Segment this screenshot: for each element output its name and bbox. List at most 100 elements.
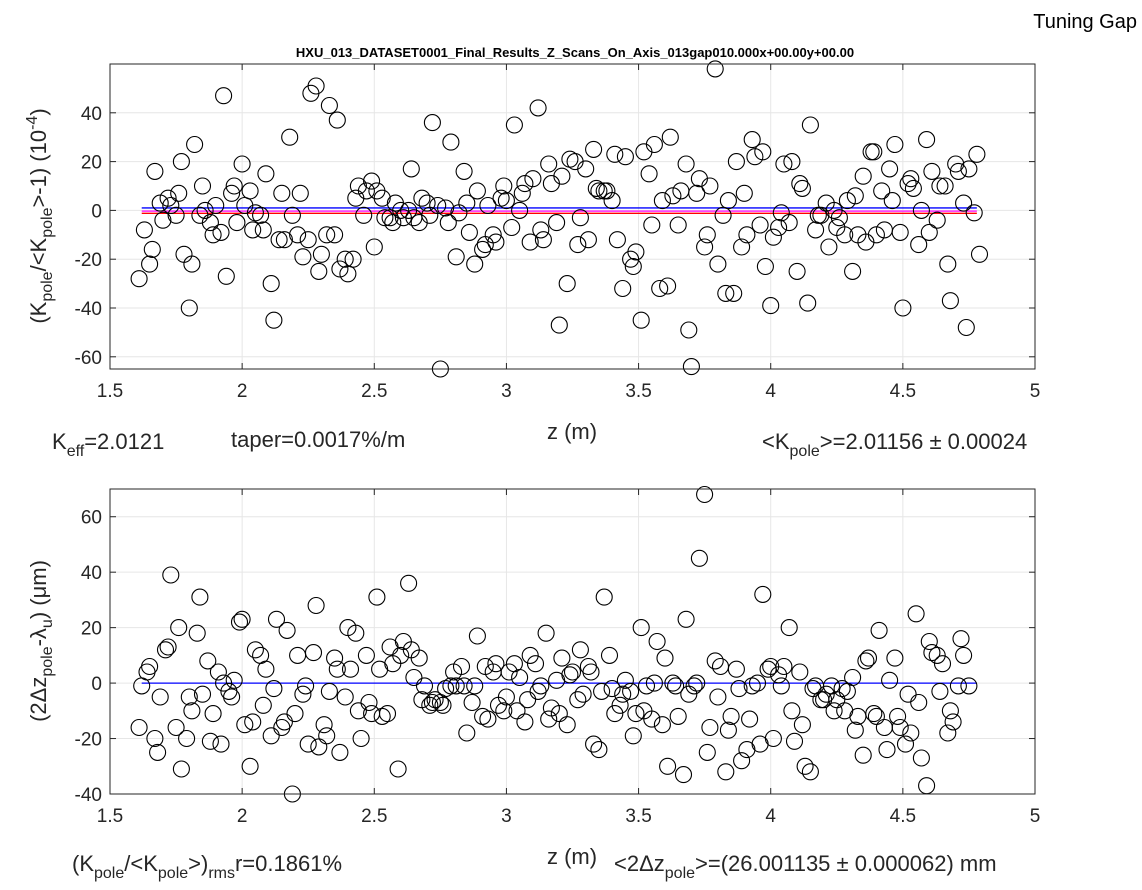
top-data-point — [270, 231, 288, 249]
bottom-x-tick-label: 3 — [501, 806, 512, 827]
bottom-data-point — [902, 724, 920, 742]
top-data-point — [183, 255, 201, 273]
top-data-point — [920, 223, 938, 241]
bottom-data-point — [519, 691, 537, 709]
top-data-point — [336, 250, 354, 268]
top-data-point — [196, 201, 214, 219]
top-ylabel-part-5: -4 — [24, 116, 41, 130]
bottom-data-point — [254, 696, 272, 714]
rms-sub-2: pole — [158, 865, 188, 882]
bottom-data-point — [141, 657, 159, 676]
top-data-point — [891, 223, 909, 241]
bottom-data-point — [775, 657, 793, 676]
bottom-data-point — [878, 741, 896, 759]
top-data-point — [553, 167, 571, 185]
top-data-point — [936, 177, 954, 195]
top-data-point — [186, 135, 204, 154]
bottom-data-point — [286, 705, 304, 723]
top-data-point — [529, 99, 547, 117]
top-data-point — [579, 231, 597, 249]
bottom-data-point — [468, 627, 486, 645]
bottom-data-point — [347, 624, 365, 642]
bottom-data-point — [867, 707, 885, 725]
bottom-data-point — [896, 735, 915, 753]
bottom-data-point — [733, 752, 751, 770]
top-data-point — [331, 260, 349, 278]
bottom-data-point — [191, 588, 209, 606]
top-data-point — [172, 153, 190, 171]
bottom-data-point — [257, 660, 275, 678]
bottom-data-point — [891, 718, 909, 737]
bottom-data-point — [415, 677, 434, 695]
top-data-point — [571, 209, 589, 227]
top-data-point — [931, 177, 949, 195]
top-data-point — [836, 226, 854, 244]
bottom-data-point — [685, 677, 703, 695]
keff-value: =2.0121 — [84, 429, 164, 454]
top-data-point — [725, 284, 743, 302]
top-data-point — [659, 277, 677, 295]
top-data-point — [402, 160, 420, 178]
bottom-data-point — [130, 718, 148, 737]
top-data-point — [312, 245, 330, 263]
top-data-point — [273, 184, 291, 202]
bottom-data-point — [352, 729, 370, 748]
top-data-point — [223, 184, 241, 202]
bottom-data-point — [170, 619, 188, 637]
top-data-point — [820, 238, 838, 256]
bottom-data-point — [719, 721, 737, 739]
bottom-data-point — [688, 674, 706, 692]
bottom-data-point — [696, 485, 714, 504]
top-data-point — [534, 231, 552, 249]
bottom-data-point — [151, 688, 169, 706]
top-ylabel-part-6: ) — [26, 108, 51, 115]
bottom-data-point — [881, 671, 899, 689]
bottom-data-point — [645, 674, 663, 692]
top-data-point — [548, 214, 566, 232]
bottom-data-point — [637, 677, 656, 695]
top-data-point — [201, 214, 219, 232]
top-data-point — [801, 116, 819, 134]
top-data-point — [606, 145, 624, 163]
top-data-point — [603, 192, 621, 210]
bottom-data-point — [495, 702, 513, 720]
bottom-data-point — [889, 707, 907, 725]
top-data-point — [318, 226, 336, 244]
bottom-data-point — [698, 743, 716, 761]
top-data-point — [344, 250, 362, 268]
bottom-data-point — [262, 727, 280, 745]
bottom-axes-box — [109, 488, 1036, 795]
top-data-point — [717, 284, 735, 302]
top-data-point — [614, 279, 632, 298]
bottom-data-point — [955, 646, 973, 664]
bottom-data-point — [783, 702, 801, 720]
bottom-data-point — [183, 702, 201, 720]
bottom-data-point — [318, 727, 336, 745]
kpole-value: >=2.01156 ± 0.00024 — [820, 429, 1027, 454]
bottom-data-point — [209, 663, 227, 681]
bottom-data-point — [595, 588, 613, 606]
top-data-point — [212, 223, 230, 241]
top-data-point — [326, 226, 344, 244]
top-data-point — [754, 143, 772, 161]
bottom-data-point — [674, 766, 693, 784]
bottom-data-point — [212, 735, 230, 753]
rms-part-1: (K — [72, 851, 94, 876]
bottom-data-point — [400, 574, 418, 592]
top-data-point — [439, 214, 457, 232]
top-data-point — [281, 128, 299, 146]
bottom-y-axis-label: (2Δzpole-λu) (μm) — [26, 560, 56, 722]
bottom-data-point — [770, 666, 788, 684]
bottom-data-point — [931, 682, 949, 700]
bottom-data-point — [667, 677, 685, 695]
top-data-point — [756, 257, 774, 276]
bottom-data-point — [201, 732, 219, 750]
rms-annotation: (Kpole/<Kpole>)rmsr=0.1861% — [72, 851, 342, 882]
top-data-point — [669, 216, 687, 234]
top-data-point — [167, 206, 185, 224]
top-y-tick-label: -40 — [75, 299, 102, 320]
top-data-point — [159, 189, 177, 207]
top-data-point — [886, 135, 904, 154]
top-data-point — [466, 255, 484, 273]
